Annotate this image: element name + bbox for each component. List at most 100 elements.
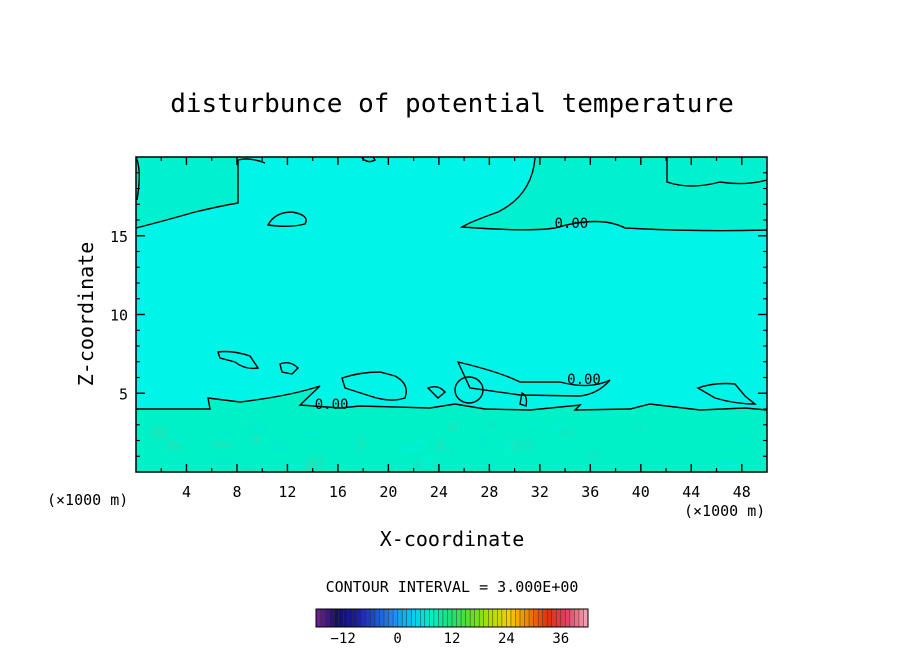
colorbar-swatch bbox=[483, 609, 489, 627]
colorbar-swatch bbox=[338, 609, 344, 627]
x-tick-label: 16 bbox=[329, 483, 347, 501]
colorbar-swatch bbox=[329, 609, 335, 627]
colorbar-tick-label: 0 bbox=[393, 631, 401, 647]
colorbar-swatch bbox=[497, 609, 503, 627]
field-texture-patch bbox=[304, 465, 311, 472]
x-tick-label: 24 bbox=[430, 483, 448, 501]
colorbar-swatch bbox=[402, 609, 407, 627]
x-tick-label: 40 bbox=[632, 483, 650, 501]
colorbar-swatch bbox=[461, 609, 466, 627]
field-texture-patch bbox=[437, 439, 444, 452]
x-tick-label: 48 bbox=[733, 483, 751, 501]
colorbar bbox=[315, 608, 589, 628]
colorbar-swatch bbox=[429, 609, 435, 627]
colorbar-swatch bbox=[510, 609, 516, 627]
field-texture-patch bbox=[357, 436, 365, 451]
colorbar-swatch bbox=[542, 609, 548, 627]
field-texture-patch bbox=[302, 431, 319, 437]
plot-area bbox=[136, 157, 767, 472]
chart-title: disturbunce of potential temperature bbox=[170, 89, 734, 119]
field-texture-patch bbox=[247, 422, 267, 437]
field-texture-patch bbox=[184, 462, 192, 467]
field-texture-patch bbox=[413, 438, 427, 452]
x-tick-label: 12 bbox=[278, 483, 296, 501]
x-axis: 4 8 12 16 20 24 28 32 36 40 44 48 bbox=[160, 157, 751, 501]
x-tick-label: 36 bbox=[581, 483, 599, 501]
contour-lines bbox=[135, 156, 768, 411]
field-texture-patch bbox=[505, 441, 513, 456]
colorbar-swatch bbox=[465, 609, 471, 627]
contour-lower-blob-f bbox=[426, 385, 446, 399]
y-axis: 5 10 15 bbox=[110, 172, 767, 457]
colorbar-swatch bbox=[533, 609, 539, 627]
colorbar-swatch bbox=[374, 609, 380, 627]
colorbar-swatch bbox=[388, 609, 394, 627]
x-tick-label: 32 bbox=[531, 483, 549, 501]
colorbar-swatch bbox=[569, 609, 575, 627]
colorbar-swatch bbox=[474, 609, 480, 627]
colorbar-swatch bbox=[379, 609, 385, 627]
contour-lower-blob-e bbox=[696, 382, 757, 405]
contour-upper-right bbox=[459, 157, 768, 232]
colorbar-swatch bbox=[515, 609, 521, 627]
colorbar-swatch bbox=[479, 609, 485, 627]
field-texture-patch bbox=[306, 456, 325, 471]
colorbar-swatch bbox=[529, 609, 534, 627]
y-axis-title: Z-coordinate bbox=[74, 242, 98, 387]
colorbar-tick-label: 12 bbox=[444, 631, 461, 647]
colorbar-swatch bbox=[438, 609, 444, 627]
colorbar-swatch bbox=[492, 609, 498, 627]
field-texture-patch bbox=[529, 424, 542, 430]
colorbar-swatch bbox=[547, 609, 553, 627]
colorbar-swatch bbox=[556, 609, 562, 627]
colorbar-swatch bbox=[397, 609, 403, 627]
field-texture-patch bbox=[481, 435, 490, 448]
colorbar-swatch bbox=[524, 609, 530, 627]
colorbar-tick-label: −12 bbox=[331, 631, 356, 647]
colorbar-swatch bbox=[393, 609, 398, 627]
field-texture-patch bbox=[242, 421, 250, 426]
field-texture-patch bbox=[516, 439, 534, 450]
x-tick-label: 28 bbox=[480, 483, 498, 501]
contour-lower-main bbox=[136, 385, 768, 411]
field-texture-patch bbox=[474, 459, 493, 466]
contour-upper-left bbox=[135, 158, 266, 229]
colorbar-swatch bbox=[560, 609, 566, 627]
colorbar-swatch bbox=[370, 609, 376, 627]
colorbar-swatch bbox=[506, 609, 512, 627]
field-texture-patch bbox=[720, 461, 738, 472]
colorbar-swatch bbox=[420, 609, 426, 627]
field-texture-patch bbox=[271, 438, 288, 451]
contour-lower-blob-a bbox=[217, 350, 260, 370]
colorbar-swatch bbox=[470, 609, 475, 627]
field-texture-patch bbox=[286, 462, 300, 469]
field-texture-patch bbox=[447, 422, 458, 432]
field-texture-patch bbox=[634, 426, 644, 431]
field-texture-patch bbox=[253, 434, 260, 445]
x-tick-label: 8 bbox=[232, 483, 241, 501]
field-upper-right-layer bbox=[462, 157, 767, 231]
field-texture-patch bbox=[400, 446, 416, 454]
contour-lower-blob-b bbox=[279, 361, 299, 375]
colorbar-swatch bbox=[320, 609, 326, 627]
field-texture-patch bbox=[221, 430, 235, 436]
y-tick-label: 10 bbox=[110, 307, 128, 325]
contour-value-label: 0.00 bbox=[555, 216, 589, 232]
colorbar-swatch bbox=[343, 609, 349, 627]
contour-upper-blob bbox=[266, 211, 307, 227]
field-texture-patch bbox=[560, 427, 574, 437]
colorbar-swatch bbox=[325, 609, 330, 627]
colorbar-swatch bbox=[356, 609, 362, 627]
colorbar-swatch bbox=[365, 609, 371, 627]
colorbar-swatch bbox=[334, 609, 339, 627]
x-axis-unit-label: (×1000 m) bbox=[47, 491, 128, 509]
contour-value-label: 0.00 bbox=[315, 397, 349, 413]
colorbar-swatch bbox=[456, 609, 462, 627]
contour-left-edge bbox=[135, 156, 140, 201]
colorbar-swatch bbox=[488, 609, 494, 627]
field-upper-layer bbox=[136, 157, 240, 228]
colorbar-swatch bbox=[433, 609, 439, 627]
colorbar-swatch bbox=[442, 609, 448, 627]
colorbar-swatch bbox=[578, 609, 584, 627]
